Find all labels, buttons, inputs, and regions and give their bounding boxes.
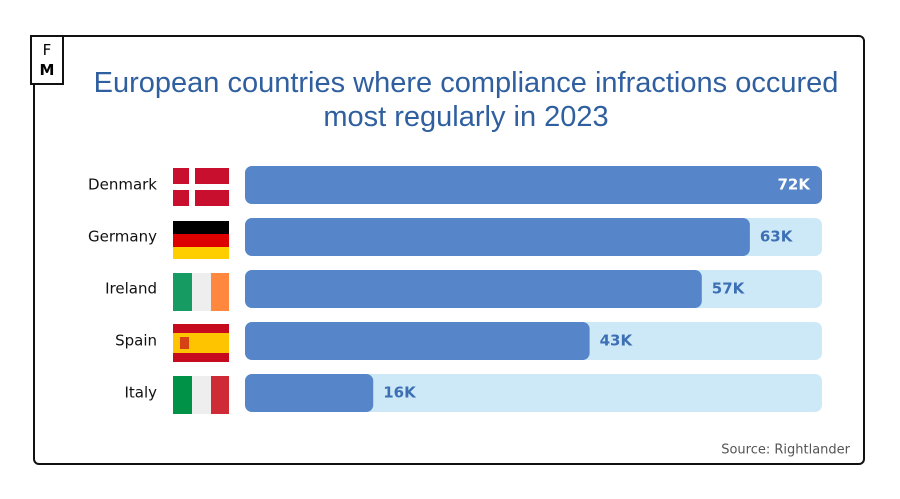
- flag-denmark: [173, 168, 229, 206]
- value-label: 57K: [712, 280, 746, 298]
- bar: [245, 270, 702, 308]
- value-label: 43K: [600, 332, 634, 350]
- value-label: 16K: [383, 384, 417, 402]
- logo-bottom: M: [39, 61, 55, 79]
- category-label: Denmark: [88, 176, 157, 194]
- category-label: Ireland: [105, 280, 157, 298]
- bar: [245, 322, 590, 360]
- bar: [245, 166, 822, 204]
- flag-ireland: [173, 273, 229, 311]
- flag-germany: [173, 221, 229, 259]
- flag-italy: [173, 376, 229, 414]
- chart-title: European countries where compliance infr…: [93, 67, 839, 133]
- bar: [245, 374, 374, 412]
- bar: [245, 218, 750, 256]
- value-label: 63K: [760, 228, 794, 246]
- source: Source: Rightlander: [721, 443, 850, 458]
- logo-top: F: [42, 41, 52, 59]
- category-label: Italy: [124, 384, 157, 402]
- logo: F M: [30, 35, 64, 85]
- category-label: Spain: [115, 332, 157, 350]
- value-label: 72K: [778, 176, 812, 194]
- bar-track: [245, 374, 822, 412]
- category-label: Germany: [88, 228, 157, 246]
- flag-spain: [173, 324, 229, 362]
